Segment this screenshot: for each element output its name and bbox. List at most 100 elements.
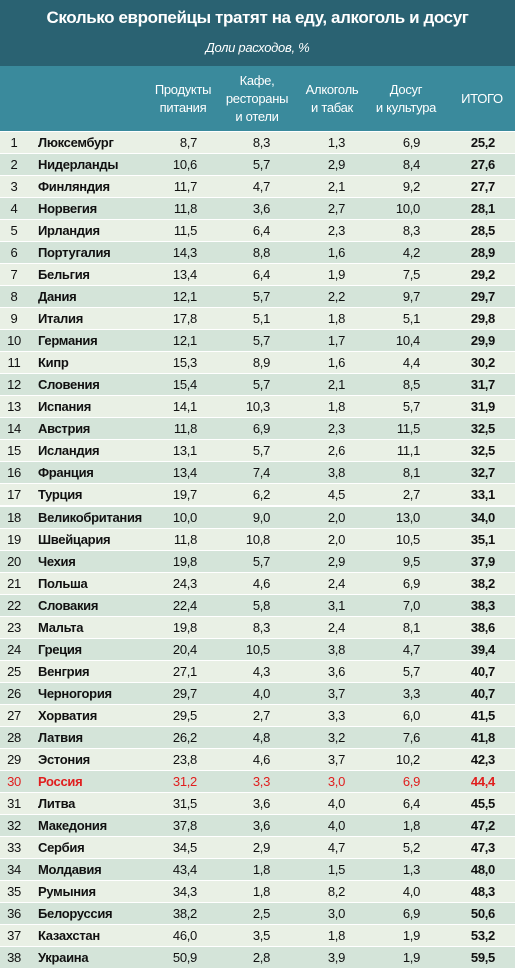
value: 6,9: [402, 135, 420, 150]
total: 42,3: [470, 751, 495, 767]
value: 3,6: [252, 201, 270, 217]
total: 34,0: [470, 509, 495, 525]
value: 1,9: [402, 928, 420, 944]
value: 17,8: [172, 311, 197, 327]
value: 7,5: [402, 267, 420, 283]
value: 3,3: [252, 773, 270, 789]
rank: 13: [7, 399, 21, 415]
value: 9,0: [252, 509, 270, 525]
table-row: 6 Португалия 14,3 8,8 1,6 4,2 28,9: [0, 242, 515, 264]
total: 29,8: [470, 311, 495, 327]
total: 59,5: [470, 950, 495, 966]
rank: 12: [7, 377, 21, 393]
value: 10,3: [245, 399, 270, 415]
rank: 20: [7, 553, 21, 569]
value: 34,5: [172, 839, 197, 855]
total: 40,7: [470, 685, 495, 701]
value: 1,3: [327, 135, 345, 150]
rank: 29: [7, 751, 21, 767]
total: 30,2: [470, 355, 495, 371]
column-header-line: рестораны: [225, 90, 289, 106]
rank: 35: [7, 884, 21, 900]
value: 2,0: [327, 531, 345, 547]
country: Россия: [38, 773, 83, 789]
value: 8,3: [252, 619, 270, 635]
country: Литва: [38, 795, 76, 811]
value: 11,8: [173, 531, 197, 547]
value: 15,3: [172, 355, 197, 371]
value: 37,8: [172, 817, 197, 833]
value: 4,2: [402, 245, 420, 261]
country: Словения: [38, 377, 100, 393]
value: 1,5: [327, 861, 345, 877]
country: Германия: [38, 333, 98, 349]
value: 14,3: [172, 245, 197, 261]
value: 10,5: [245, 641, 270, 657]
total: 48,0: [470, 861, 495, 877]
country: Италия: [38, 311, 83, 327]
value: 3,5: [252, 928, 270, 944]
country: Белоруссия: [38, 906, 113, 922]
column-header-line: Продукты: [154, 81, 212, 97]
rank: 19: [7, 531, 21, 547]
total: 47,3: [470, 839, 495, 855]
title-bar: Сколько европейцы тратят на еду, алкогол…: [0, 0, 515, 66]
total: 37,9: [470, 553, 495, 569]
value: 11,5: [396, 421, 420, 437]
table-row: 37 Казахстан 46,0 3,5 1,8 1,9 53,2: [0, 925, 515, 947]
rank: 30: [7, 773, 21, 789]
value: 2,4: [327, 575, 345, 591]
rank: 37: [7, 928, 21, 944]
country: Швейцария: [38, 531, 111, 547]
value: 11,5: [173, 223, 197, 239]
rank: 7: [10, 267, 18, 283]
value: 6,9: [252, 421, 270, 437]
column-header: Кафе, рестораны и отели: [212, 66, 302, 131]
table-row: 35 Румыния 34,3 1,8 8,2 4,0 48,3: [0, 881, 515, 903]
total: 28,1: [470, 201, 495, 217]
rank: 5: [10, 223, 18, 239]
table-row: 7 Бельгия 13,4 6,4 1,9 7,5 29,2: [0, 264, 515, 286]
table-row: 28 Латвия 26,2 4,8 3,2 7,6 41,8: [0, 726, 515, 748]
value: 2,1: [327, 179, 345, 195]
value: 2,8: [252, 950, 270, 966]
value: 7,4: [252, 465, 270, 481]
rank: 8: [10, 289, 18, 305]
value: 23,8: [172, 751, 197, 767]
value: 26,2: [172, 729, 197, 745]
value: 2,3: [327, 421, 345, 437]
value: 6,2: [252, 487, 270, 503]
value: 5,7: [252, 289, 270, 305]
value: 15,4: [172, 377, 197, 393]
value: 5,7: [402, 399, 420, 415]
value: 5,7: [252, 553, 270, 569]
total: 40,7: [470, 663, 495, 679]
table-row: 31 Литва 31,5 3,6 4,0 6,4 45,5: [0, 792, 515, 814]
total: 41,5: [470, 707, 495, 723]
value: 10,4: [395, 333, 420, 349]
rank: 25: [7, 663, 21, 679]
value: 19,8: [172, 553, 197, 569]
table-row: 2 Нидерланды 10,6 5,7 2,9 8,4 27,6: [0, 154, 515, 176]
value: 1,7: [327, 333, 345, 349]
value: 2,2: [327, 289, 345, 305]
value: 4,4: [402, 355, 420, 371]
table-row: 36 Белоруссия 38,2 2,5 3,0 6,9 50,6: [0, 903, 515, 925]
column-header-line: Досуг: [389, 81, 423, 97]
rank: 15: [7, 443, 21, 459]
total: 27,7: [470, 179, 495, 195]
subtitle: Доли расходов, %: [205, 40, 310, 55]
value: 2,6: [327, 443, 345, 459]
value: 5,7: [402, 663, 420, 679]
value: 9,2: [402, 179, 420, 195]
value: 4,7: [402, 641, 420, 657]
value: 4,0: [327, 795, 345, 811]
value: 3,6: [327, 663, 345, 679]
value: 13,4: [172, 267, 197, 283]
table-row: 29 Эстония 23,8 4,6 3,7 10,2 42,3: [0, 748, 515, 770]
table-row: 22 Словакия 22,4 5,8 3,1 7,0 38,3: [0, 594, 515, 616]
total: 53,2: [470, 928, 495, 944]
rank: 34: [7, 861, 21, 877]
table-row: 32 Македония 37,8 3,6 4,0 1,8 47,2: [0, 814, 515, 836]
